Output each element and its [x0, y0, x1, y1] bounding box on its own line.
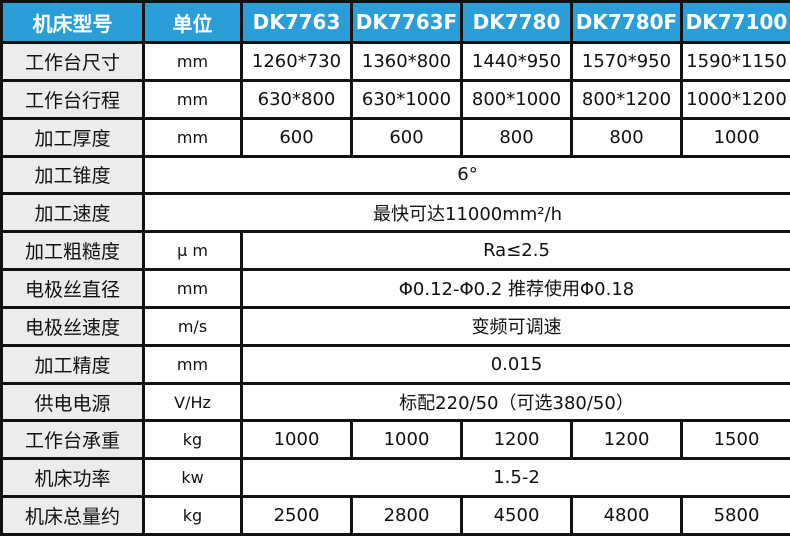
- row-label: 加工速度: [0, 192, 145, 234]
- table-row: 工作台行程 mm 630*800 630*1000 800*1000 800*1200 10…: [0, 78, 790, 120]
- row-label: 工作台行程: [0, 78, 145, 120]
- value-cell: 4800: [570, 495, 683, 536]
- unit-cell: mm: [142, 116, 243, 158]
- value-cell: 800: [570, 116, 683, 158]
- value-cell: 6°: [142, 154, 790, 196]
- row-label: 加工粗糙度: [0, 230, 145, 272]
- row-label: 机床总量约: [0, 495, 145, 536]
- table-row: 机床总量约 kg 2500 2800 4500 4800 5800: [0, 495, 790, 536]
- value-cell: Φ0.12-Φ0.2 推荐使用Φ0.18: [240, 268, 790, 309]
- value-cell: 1590*1150: [680, 41, 790, 82]
- value-cell: 1440*950: [460, 41, 573, 82]
- row-label: 工作台尺寸: [0, 41, 145, 82]
- unit-cell: mm: [142, 268, 243, 309]
- table-row: 机床功率 kw 1.5-2: [0, 457, 790, 499]
- header-cell: 单位: [142, 0, 243, 44]
- table-row: 加工厚度 mm 600 600 800 800 1000: [0, 116, 790, 158]
- table-row: 加工锥度 6°: [0, 154, 790, 196]
- value-cell: 1570*950: [570, 41, 683, 82]
- value-cell: 变频可调速: [240, 305, 790, 347]
- value-cell: 2800: [350, 495, 463, 536]
- unit-cell: mm: [142, 343, 243, 385]
- value-cell: 1000*1200: [680, 78, 790, 120]
- row-label: 加工锥度: [0, 154, 145, 196]
- table-row: 加工粗糙度 μ m Ra≤2.5: [0, 230, 790, 272]
- value-cell: 5800: [680, 495, 790, 536]
- unit-cell: mm: [142, 41, 243, 82]
- row-label: 工作台承重: [0, 419, 145, 461]
- unit-cell: V/Hz: [142, 381, 243, 423]
- value-cell: 1360*800: [350, 41, 463, 82]
- unit-cell: m/s: [142, 305, 243, 347]
- value-cell: 最快可达11000mm²/h: [142, 192, 790, 234]
- value-cell: 600: [240, 116, 353, 158]
- unit-cell: μ m: [142, 230, 243, 272]
- row-label: 加工精度: [0, 343, 145, 385]
- header-cell: 机床型号: [0, 0, 145, 44]
- value-cell: 630*1000: [350, 78, 463, 120]
- row-label: 加工厚度: [0, 116, 145, 158]
- header-cell: DK7763F: [350, 0, 463, 44]
- value-cell: 1500: [680, 419, 790, 461]
- row-label: 电极丝直径: [0, 268, 145, 309]
- header-cell: DK7763: [240, 0, 353, 44]
- table-row: 电极丝直径 mm Φ0.12-Φ0.2 推荐使用Φ0.18: [0, 268, 790, 309]
- header-cell: DK7780F: [570, 0, 683, 44]
- row-label: 机床功率: [0, 457, 145, 499]
- table-row: 工作台尺寸 mm 1260*730 1360*800 1440*950 1570*950 1…: [0, 41, 790, 82]
- value-cell: 800: [460, 116, 573, 158]
- value-cell: 1200: [460, 419, 573, 461]
- value-cell: 800*1000: [460, 78, 573, 120]
- header-cell: DK7780: [460, 0, 573, 44]
- table-row: 工作台承重 kg 1000 1000 1200 1200 1500: [0, 419, 790, 461]
- value-cell: 1000: [680, 116, 790, 158]
- row-label: 供电电源: [0, 381, 145, 423]
- unit-cell: kg: [142, 495, 243, 536]
- table-row: 加工精度 mm 0.015: [0, 343, 790, 385]
- unit-cell: mm: [142, 78, 243, 120]
- value-cell: 0.015: [240, 343, 790, 385]
- value-cell: 630*800: [240, 78, 353, 120]
- value-cell: Ra≤2.5: [240, 230, 790, 272]
- value-cell: 1000: [240, 419, 353, 461]
- table-row: 加工速度 最快可达11000mm²/h: [0, 192, 790, 234]
- value-cell: 1000: [350, 419, 463, 461]
- value-cell: 标配220/50（可选380/50）: [240, 381, 790, 423]
- value-cell: 4500: [460, 495, 573, 536]
- table-body: 工作台尺寸 mm 1260*730 1360*800 1440*950 1570*950 1…: [0, 41, 790, 536]
- value-cell: 1.5-2: [240, 457, 790, 499]
- value-cell: 1260*730: [240, 41, 353, 82]
- table-row: 供电电源 V/Hz 标配220/50（可选380/50）: [0, 381, 790, 423]
- header-row: 机床型号 单位 DK7763 DK7763F DK7780 DK7780F DK77100: [0, 0, 790, 44]
- unit-cell: kg: [142, 419, 243, 461]
- header-cell: DK77100: [680, 0, 790, 44]
- value-cell: 2500: [240, 495, 353, 536]
- row-label: 电极丝速度: [0, 305, 145, 347]
- value-cell: 600: [350, 116, 463, 158]
- table-row: 电极丝速度 m/s 变频可调速: [0, 305, 790, 347]
- value-cell: 1200: [570, 419, 683, 461]
- value-cell: 800*1200: [570, 78, 683, 120]
- unit-cell: kw: [142, 457, 243, 499]
